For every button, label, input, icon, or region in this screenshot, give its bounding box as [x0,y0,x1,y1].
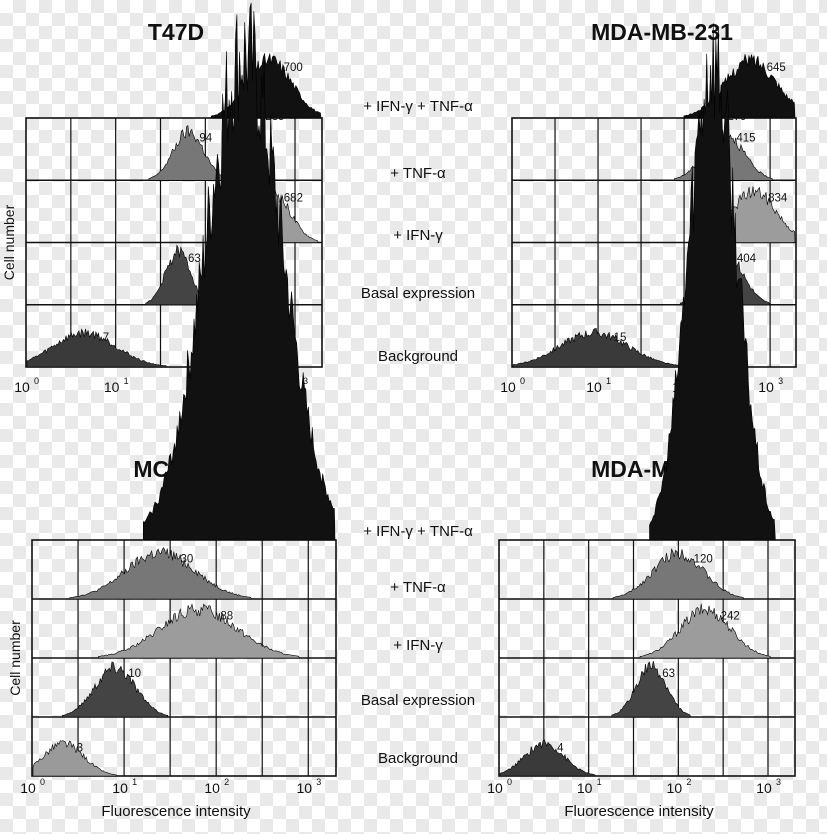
x-tick-exponent: 0 [520,376,525,386]
panel-1: MDA-MB-23164541583440415100101102103 [500,19,797,395]
x-tick-label: 10 [20,780,36,796]
peak-label: 63 [188,253,201,265]
histogram-2 [639,603,772,659]
x-tick-exponent: 1 [606,376,611,386]
condition-label: + IFN-γ + TNF-α [363,523,473,540]
x-tick-label: 10 [104,379,120,395]
condition-label: Background [378,348,458,365]
x-tick-label: 10 [667,780,683,796]
condition-label: + TNF-α [390,165,446,182]
x-axis-label: Fluorescence intensity [564,803,714,820]
x-tick-exponent: 3 [776,777,781,787]
condition-label: + TNF-α [390,579,446,596]
x-tick-label: 10 [758,379,774,395]
condition-label: Background [378,750,458,767]
x-tick-label: 10 [756,780,772,796]
y-axis-label: Cell number [7,620,23,696]
peak-label: 7 [103,332,109,344]
histogram-3 [611,661,692,718]
peak-label: 239 [265,111,284,123]
x-tick-exponent: 0 [507,777,512,787]
x-tick-label: 10 [112,780,128,796]
x-tick-exponent: 3 [316,777,321,787]
peak-label: 682 [284,193,303,205]
peak-label: 15 [614,332,627,344]
histogram-4 [32,740,117,777]
histogram-0 [649,23,776,541]
y-axis-label: Cell number [1,204,17,280]
x-tick-exponent: 3 [303,376,308,386]
condition-label: Basal expression [361,692,475,709]
plot-frame [25,117,323,368]
x-tick-exponent: 1 [124,376,129,386]
x-tick-label: 10 [586,379,602,395]
x-tick-exponent: 1 [597,777,602,787]
x-tick-exponent: 2 [224,777,229,787]
histogram-0 [143,2,336,541]
histogram-2 [98,603,300,659]
condition-label: Basal expression [361,285,475,302]
histogram-1 [69,547,253,600]
peak-label: 3 [77,742,83,754]
peak-label: 834 [768,193,788,205]
x-tick-label: 10 [577,780,593,796]
peak-label: 279 [727,111,746,123]
panel-title: MDA-MB-231 [591,19,733,45]
x-tick-label: 10 [14,379,30,395]
panel-2: MCF7 A/Z2393088103100101102103Cell numbe… [7,2,337,820]
peak-label: 120 [694,554,713,566]
x-tick-label: 10 [204,780,220,796]
peak-label: 242 [721,610,740,622]
histogram-4 [512,327,684,368]
x-tick-label: 10 [487,780,503,796]
x-tick-exponent: 0 [40,777,45,787]
peak-label: 30 [180,554,193,566]
condition-label: + IFN-γ [393,227,443,244]
plot-frame [498,539,796,777]
x-axis-label: Fluorescence intensity [101,803,251,820]
histogram-1 [148,124,229,181]
condition-label: + IFN-γ [393,637,443,654]
peak-label: 10 [128,668,141,680]
peak-label: 94 [199,133,212,145]
peak-label: 63 [662,668,675,680]
peak-label: 645 [767,62,786,74]
x-tick-label: 10 [500,379,516,395]
peak-label: 415 [736,133,755,145]
histogram-4 [499,738,597,777]
peak-label: 404 [737,253,757,265]
peak-label: 4 [557,742,564,754]
peak-label: 700 [284,62,303,74]
histogram-1 [612,548,745,600]
histogram-4 [26,328,167,368]
histogram-3 [62,661,169,718]
x-tick-exponent: 3 [778,376,783,386]
x-tick-exponent: 0 [34,376,39,386]
x-tick-label: 10 [296,780,312,796]
x-tick-exponent: 2 [686,777,691,787]
peak-label: 88 [220,610,233,622]
x-tick-exponent: 1 [132,777,137,787]
histogram-0 [211,52,322,119]
panel-title: T47D [148,19,204,45]
condition-label: + IFN-γ + TNF-α [363,98,473,115]
